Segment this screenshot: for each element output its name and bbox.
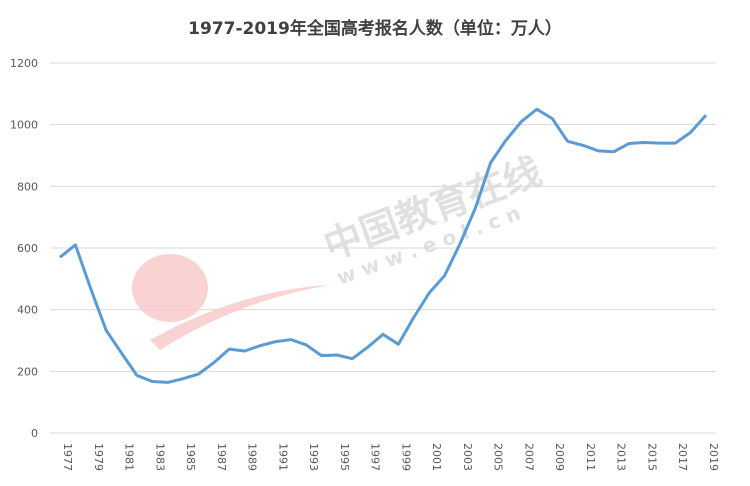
y-tick-label: 400 (17, 304, 38, 317)
x-tick-label: 1981 (123, 443, 136, 471)
y-tick-label: 1200 (10, 57, 38, 70)
logo-shape (132, 254, 208, 322)
x-tick-label: 1991 (276, 443, 289, 471)
y-tick-label: 600 (17, 242, 38, 255)
x-tick-label: 2017 (676, 443, 689, 471)
data-line (59, 107, 708, 384)
x-tick-label: 2007 (522, 443, 535, 471)
y-tick-label: 200 (17, 365, 38, 378)
x-tick-label: 1997 (369, 443, 382, 471)
x-tick-label: 2011 (584, 443, 597, 471)
x-tick-label: 1979 (92, 443, 105, 471)
x-tick-label: 1993 (307, 443, 320, 471)
watermark-logo (132, 254, 330, 350)
x-tick-label: 2003 (461, 443, 474, 471)
y-tick-label: 1000 (10, 119, 38, 132)
x-tick-label: 1999 (399, 443, 412, 471)
x-tick-label: 2009 (553, 443, 566, 471)
x-tick-label: 2015 (645, 443, 658, 471)
x-tick-label: 2005 (492, 443, 505, 471)
x-tick-label: 1989 (246, 443, 259, 471)
y-tick-label: 0 (31, 427, 38, 440)
x-tick-label: 1985 (184, 443, 197, 471)
logo-swoosh (150, 285, 330, 350)
chart-title: 1977-2019年全国高考报名人数（单位：万人） (188, 18, 562, 39)
x-tick-label: 2001 (430, 443, 443, 471)
y-tick-label: 800 (17, 180, 38, 193)
x-tick-label: 2013 (615, 443, 628, 471)
x-tick-label: 1977 (61, 443, 74, 471)
x-tick-label: 1983 (153, 443, 166, 471)
x-tick-label: 1995 (338, 443, 351, 471)
x-tick-label: 2019 (707, 443, 720, 471)
x-tick-label: 1987 (215, 443, 228, 471)
